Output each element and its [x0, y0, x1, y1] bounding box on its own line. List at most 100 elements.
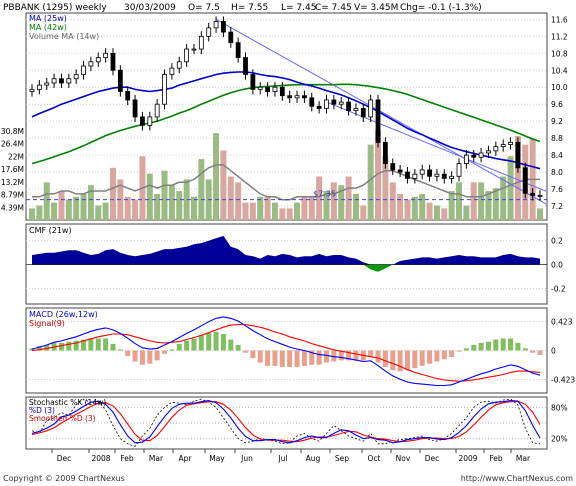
candle [206, 22, 212, 42]
macd-histogram-bar [338, 350, 344, 361]
candle [279, 82, 285, 101]
cmf-tick-label: 0.0 [551, 261, 563, 270]
candle-body [110, 52, 116, 71]
candle-body [81, 65, 86, 75]
candle [537, 190, 543, 201]
candle-body [294, 95, 300, 99]
candle [265, 82, 270, 97]
open-label: O= 7.5 [188, 3, 220, 13]
volume-tick-label: 22M [8, 152, 24, 161]
candle-body [36, 84, 42, 90]
macd-histogram-bar [147, 350, 153, 364]
x-tick-label: 2008 [91, 454, 110, 463]
volume-tick-label: 8.79M [1, 191, 24, 200]
volume-bar [375, 130, 382, 220]
candle [221, 16, 226, 38]
candle-body [486, 150, 491, 154]
volume-bar [124, 196, 131, 220]
volume-bar [463, 205, 470, 220]
volume-bar [73, 196, 80, 220]
volume-bar [470, 182, 477, 220]
macd-histogram-bar [243, 350, 249, 353]
candle-body [522, 167, 528, 194]
x-tick-label: 2009 [458, 454, 477, 463]
macd-histogram-bar [471, 345, 477, 351]
candle [331, 94, 337, 110]
candle-body [213, 21, 219, 29]
candle [463, 150, 469, 169]
volume-bar [198, 159, 205, 220]
macd-histogram-bar [515, 342, 521, 351]
stochastic-d-legend: %D (3) [29, 406, 55, 415]
low-label: L= 7.45 [281, 3, 316, 13]
candle-body [169, 67, 175, 75]
candle-body [117, 69, 123, 92]
candle-body [316, 105, 322, 109]
candle-body [500, 144, 506, 148]
close-label: C= 7.45 [315, 3, 352, 13]
macd-histogram-bar [537, 350, 543, 355]
candle [353, 103, 359, 116]
volume-tick-label: 4.39M [1, 203, 24, 212]
candle-body [51, 78, 57, 84]
volume-bar [29, 208, 35, 220]
candle-body [493, 146, 499, 152]
macd-histogram-bar [419, 350, 425, 366]
x-tick-label: Apr [179, 454, 193, 463]
macd-histogram-bar [162, 350, 168, 354]
price-tick-label: 11.2 [551, 32, 568, 41]
candle [530, 188, 536, 201]
macd-histogram-bar [508, 338, 514, 351]
macd-histogram-bar [301, 350, 307, 366]
volume-bar [404, 199, 411, 220]
macd-histogram-bar [478, 342, 484, 351]
macd-histogram-bar [235, 345, 241, 351]
candle-body [154, 103, 160, 118]
x-tick-label: Dec [57, 454, 72, 463]
candle [316, 101, 322, 114]
candle-body [434, 173, 440, 177]
candle-body [250, 74, 256, 90]
candle-body [515, 141, 521, 169]
volume-bar [316, 176, 323, 220]
candle [132, 94, 138, 123]
macd-histogram-bar [368, 350, 374, 358]
macd-histogram-bar [206, 332, 212, 351]
volume-bar [485, 191, 492, 220]
volume-bar [109, 167, 116, 220]
candle-body [88, 61, 94, 67]
macd-histogram-bar [220, 334, 226, 351]
x-tick-label: Jun [240, 454, 253, 463]
candle [103, 48, 109, 63]
candle [441, 169, 447, 184]
candle-body [449, 175, 455, 179]
macd-histogram-bar [463, 348, 469, 351]
candle [154, 99, 160, 123]
candle-body [419, 169, 425, 175]
candle-body [331, 99, 337, 105]
candle [338, 96, 344, 110]
macd-histogram-bar [456, 350, 462, 352]
candle [375, 94, 381, 148]
candle-body [478, 152, 484, 158]
candle-body [125, 91, 131, 101]
candle-body [427, 169, 432, 177]
stochastic-tick-label: 20% [551, 435, 568, 444]
macd-histogram-bar [522, 348, 528, 351]
volume-bar [352, 193, 359, 220]
candle [449, 171, 455, 184]
price-legend: MA (25w) MA (42w) Volume MA (14w) [29, 14, 99, 41]
candle [73, 69, 79, 84]
volume-bar [264, 196, 271, 220]
candle [360, 103, 366, 123]
macd-histogram-bar [441, 350, 447, 360]
volume-bar [338, 185, 345, 220]
volume-bar [308, 196, 315, 220]
stochastic-smoothed-d-line [31, 400, 541, 443]
macd-histogram-bar [103, 338, 109, 351]
candle-body [368, 99, 374, 118]
cmf-panel-frame [25, 223, 548, 305]
macd-histogram-bar [493, 339, 499, 351]
stochastic-k-line [31, 398, 541, 447]
